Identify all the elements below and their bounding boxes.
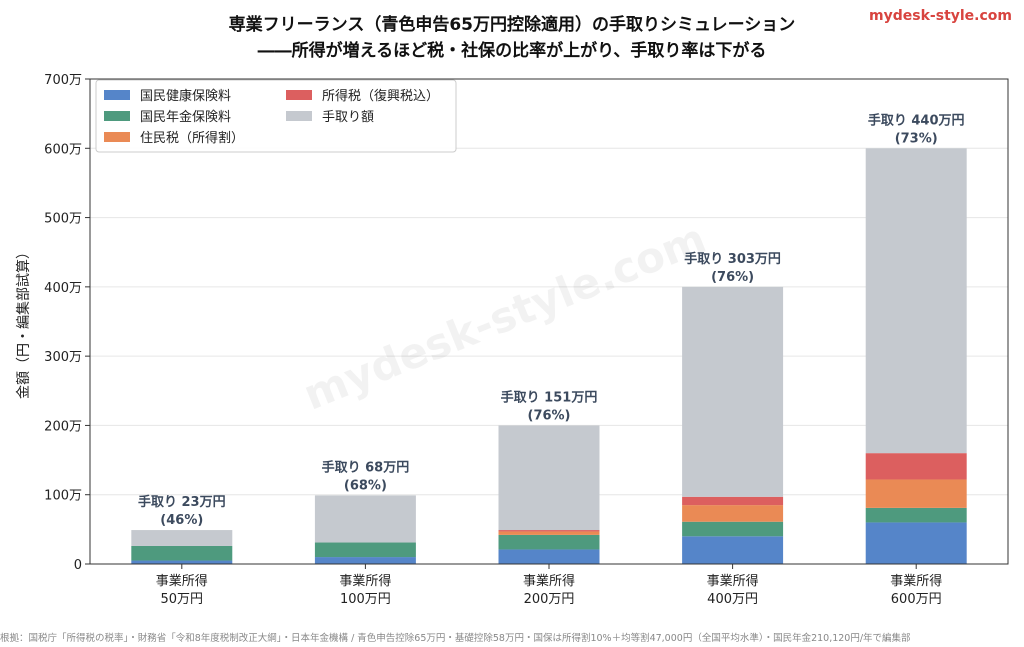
chart-subtitle: ――所得が増えるほど税・社保の比率が上がり、手取り率は下がる [257, 41, 767, 61]
takehome-percent: (76%) [528, 408, 571, 423]
legend-swatch [104, 90, 130, 100]
source-note: 根拠：国税庁「所得税の税率」・財務省「令和8年度税制改正大綱」・日本年金機構 /… [0, 633, 911, 644]
bar-segment [682, 286, 784, 497]
bar-segment [498, 531, 600, 535]
bar-segment [498, 530, 600, 532]
y-axis: 0 100万 200万 300万 400万 500万 600万 700万 [44, 73, 90, 573]
x-tick-label: 100万円 [340, 592, 391, 607]
bar-segment [682, 505, 784, 522]
bar-segment [682, 496, 784, 506]
bar-segment [314, 542, 416, 558]
x-tick-label: 400万円 [707, 592, 758, 607]
legend-swatch [104, 111, 130, 121]
takehome-label: 手取り 23万円 [138, 494, 226, 510]
x-tick-label: 事業所得 [339, 573, 391, 589]
takehome-percent: (73%) [895, 131, 938, 146]
bar-segment [865, 507, 967, 523]
legend-swatch [286, 111, 312, 121]
legend-label: 所得税（復興税込） [322, 88, 439, 104]
y-tick-label: 700万 [44, 73, 82, 88]
takehome-label: 手取り 151万円 [501, 389, 598, 405]
bar-segment [131, 530, 233, 546]
bar-segment [682, 536, 784, 564]
bar-segment [498, 425, 600, 531]
x-tick-label: 事業所得 [707, 573, 759, 589]
bar-segment [865, 453, 967, 480]
legend-label: 国民年金保険料 [140, 109, 231, 125]
x-axis: 事業所得 50万円 事業所得 100万円 事業所得 200万円 事業所得 400万円 事業所得 6… [156, 564, 942, 607]
site-mark: mydesk-style.com [869, 8, 1012, 24]
takehome-percent: (76%) [711, 270, 754, 285]
x-tick-label: 事業所得 [523, 573, 575, 589]
y-tick-label: 600万 [44, 142, 82, 157]
x-tick-label: 50万円 [161, 592, 204, 607]
legend-label: 国民健康保険料 [140, 88, 231, 104]
bar-segment [498, 534, 600, 550]
y-tick-label: 300万 [44, 350, 82, 365]
bar-segment [131, 545, 233, 561]
y-tick-label: 0 [74, 558, 82, 573]
watermark-text: mydesk-style.com [297, 214, 713, 420]
bars [131, 148, 967, 564]
bar-segment [682, 521, 784, 537]
legend-label: 手取り額 [322, 110, 374, 125]
chart-title: 専業フリーランス（青色申告65万円控除適用）の手取りシミュレーション [228, 15, 796, 35]
takehome-label: 手取り 68万円 [322, 459, 410, 475]
takehome-label: 手取り 303万円 [684, 251, 781, 267]
takehome-label: 手取り 440万円 [868, 112, 965, 128]
legend-swatch [286, 90, 312, 100]
legend-swatch [104, 132, 130, 142]
legend-box [95, 79, 457, 153]
bar-segment [865, 148, 967, 454]
x-tick-label: 200万円 [524, 592, 575, 607]
bar-segment [314, 495, 416, 543]
bar-segment [865, 522, 967, 564]
x-tick-label: 600万円 [891, 592, 942, 607]
legend-label: 住民税（所得割） [140, 130, 244, 146]
x-tick-label: 事業所得 [156, 573, 208, 589]
bar-segment [131, 560, 233, 564]
bar-segment [314, 557, 416, 564]
takehome-percent: (68%) [344, 478, 387, 493]
y-tick-label: 400万 [44, 281, 82, 296]
bar-segment [865, 479, 967, 508]
y-axis-label: 金額（円・編集部試算） [15, 245, 32, 399]
x-tick-label: 事業所得 [890, 573, 942, 589]
bar-segment [498, 549, 600, 564]
y-tick-label: 500万 [44, 212, 82, 227]
takehome-percent: (46%) [160, 513, 203, 528]
bar-labels: 手取り 23万円 (46%) 手取り 68万円 (68%) 手取り 151万円 (76%)… [138, 112, 965, 528]
y-tick-label: 200万 [44, 419, 82, 434]
y-tick-label: 100万 [44, 489, 82, 504]
